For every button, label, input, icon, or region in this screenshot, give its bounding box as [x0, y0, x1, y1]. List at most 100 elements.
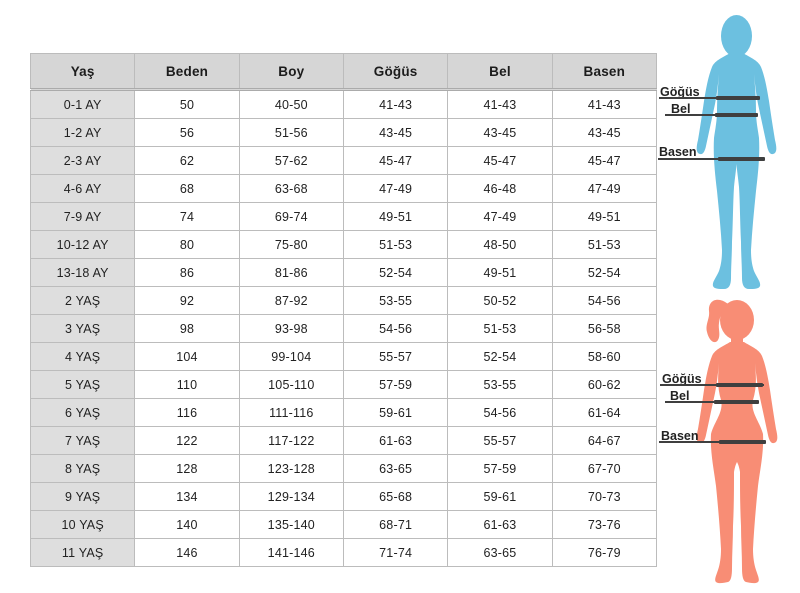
row-value-cell: 65-68	[342, 482, 449, 511]
row-age-cell: 1-2 AY	[29, 118, 136, 147]
child-hips-band	[718, 157, 765, 161]
row-age-cell: 7 YAŞ	[29, 426, 136, 455]
row-value-cell: 99-104	[238, 342, 344, 371]
column-header: Basen	[551, 53, 658, 91]
row-value-cell: 128	[134, 454, 240, 483]
row-value-cell: 59-61	[447, 482, 553, 511]
row-value-cell: 129-134	[238, 482, 344, 511]
child-chest-line	[659, 97, 760, 99]
row-value-cell: 63-65	[447, 538, 553, 567]
row-value-cell: 52-54	[342, 258, 449, 287]
woman-hips-line	[659, 441, 766, 443]
row-value-cell: 60-62	[551, 370, 658, 399]
row-value-cell: 45-47	[342, 146, 449, 175]
woman-waist-label: Bel	[670, 389, 690, 403]
row-value-cell: 45-47	[447, 146, 553, 175]
row-value-cell: 56-58	[551, 314, 658, 343]
table-row: 6 YAŞ 116 111-116 59-61 54-56 61-64	[29, 398, 658, 427]
child-waist-line	[665, 114, 758, 116]
row-value-cell: 41-43	[551, 89, 658, 119]
child-head	[721, 15, 752, 57]
row-value-cell: 73-76	[551, 510, 658, 539]
row-value-cell: 81-86	[238, 258, 344, 287]
row-value-cell: 52-54	[551, 258, 658, 287]
row-value-cell: 69-74	[238, 202, 344, 231]
row-age-cell: 10-12 AY	[29, 230, 136, 259]
row-value-cell: 57-59	[342, 370, 449, 399]
child-waist-band	[715, 113, 758, 117]
row-value-cell: 61-63	[342, 426, 449, 455]
table-row: 13-18 AY 86 81-86 52-54 49-51 52-54	[29, 258, 658, 287]
row-value-cell: 63-68	[238, 174, 344, 203]
woman-chest-line	[660, 384, 764, 386]
row-value-cell: 110	[134, 370, 240, 399]
row-value-cell: 51-53	[447, 314, 553, 343]
table-row: 11 YAŞ 146 141-146 71-74 63-65 76-79	[29, 538, 658, 567]
row-value-cell: 49-51	[342, 202, 449, 231]
row-age-cell: 8 YAŞ	[29, 454, 136, 483]
row-value-cell: 56	[134, 118, 240, 147]
row-value-cell: 123-128	[238, 454, 344, 483]
woman-silhouette-figure	[696, 299, 778, 584]
row-value-cell: 67-70	[551, 454, 658, 483]
row-value-cell: 52-54	[447, 342, 553, 371]
table-row: 0-1 AY 50 40-50 41-43 41-43 41-43	[29, 89, 658, 119]
row-value-cell: 48-50	[447, 230, 553, 259]
row-value-cell: 41-43	[447, 89, 553, 119]
row-age-cell: 11 YAŞ	[29, 538, 136, 567]
row-value-cell: 54-56	[447, 398, 553, 427]
table-row: 3 YAŞ 98 93-98 54-56 51-53 56-58	[29, 314, 658, 343]
row-value-cell: 43-45	[551, 118, 658, 147]
row-value-cell: 76-79	[551, 538, 658, 567]
row-value-cell: 111-116	[238, 398, 344, 427]
row-value-cell: 50-52	[447, 286, 553, 315]
woman-chest-label: Göğüs	[662, 372, 702, 386]
table-row: 7 YAŞ 122 117-122 61-63 55-57 64-67	[29, 426, 658, 455]
table-row: 8 YAŞ 128 123-128 63-65 57-59 67-70	[29, 454, 658, 483]
row-value-cell: 46-48	[447, 174, 553, 203]
row-value-cell: 49-51	[551, 202, 658, 231]
child-hips-line	[658, 158, 765, 160]
woman-hips-label: Basen	[661, 429, 699, 443]
row-value-cell: 68-71	[342, 510, 449, 539]
child-body	[696, 53, 777, 289]
row-value-cell: 116	[134, 398, 240, 427]
row-value-cell: 80	[134, 230, 240, 259]
row-value-cell: 55-57	[447, 426, 553, 455]
row-value-cell: 64-67	[551, 426, 658, 455]
column-header: Boy	[238, 53, 344, 91]
row-age-cell: 0-1 AY	[29, 89, 136, 119]
row-age-cell: 7-9 AY	[29, 202, 136, 231]
woman-head	[720, 300, 754, 340]
row-age-cell: 2 YAŞ	[29, 286, 136, 315]
table-header-row: Yaş Beden Boy Göğüs Bel Basen	[29, 53, 658, 91]
table-row: 10-12 AY 80 75-80 51-53 48-50 51-53	[29, 230, 658, 259]
table-row: 2-3 AY 62 57-62 45-47 45-47 45-47	[29, 146, 658, 175]
row-value-cell: 43-45	[342, 118, 449, 147]
row-value-cell: 87-92	[238, 286, 344, 315]
row-value-cell: 104	[134, 342, 240, 371]
row-value-cell: 92	[134, 286, 240, 315]
table-row: 4 YAŞ 104 99-104 55-57 52-54 58-60	[29, 342, 658, 371]
row-value-cell: 98	[134, 314, 240, 343]
child-chest-band	[716, 96, 760, 100]
row-value-cell: 71-74	[342, 538, 449, 567]
row-value-cell: 63-65	[342, 454, 449, 483]
row-value-cell: 135-140	[238, 510, 344, 539]
table-row: 10 YAŞ 140 135-140 68-71 61-63 73-76	[29, 510, 658, 539]
row-value-cell: 45-47	[551, 146, 658, 175]
row-value-cell: 134	[134, 482, 240, 511]
row-value-cell: 47-49	[342, 174, 449, 203]
row-value-cell: 53-55	[447, 370, 553, 399]
child-waist-label: Bel	[671, 102, 691, 116]
row-value-cell: 54-56	[551, 286, 658, 315]
woman-body	[696, 342, 778, 584]
column-header: Beden	[134, 53, 240, 91]
child-chest-label: Göğüs	[660, 85, 700, 99]
row-value-cell: 105-110	[238, 370, 344, 399]
row-value-cell: 47-49	[551, 174, 658, 203]
row-value-cell: 51-53	[551, 230, 658, 259]
row-value-cell: 47-49	[447, 202, 553, 231]
row-value-cell: 70-73	[551, 482, 658, 511]
